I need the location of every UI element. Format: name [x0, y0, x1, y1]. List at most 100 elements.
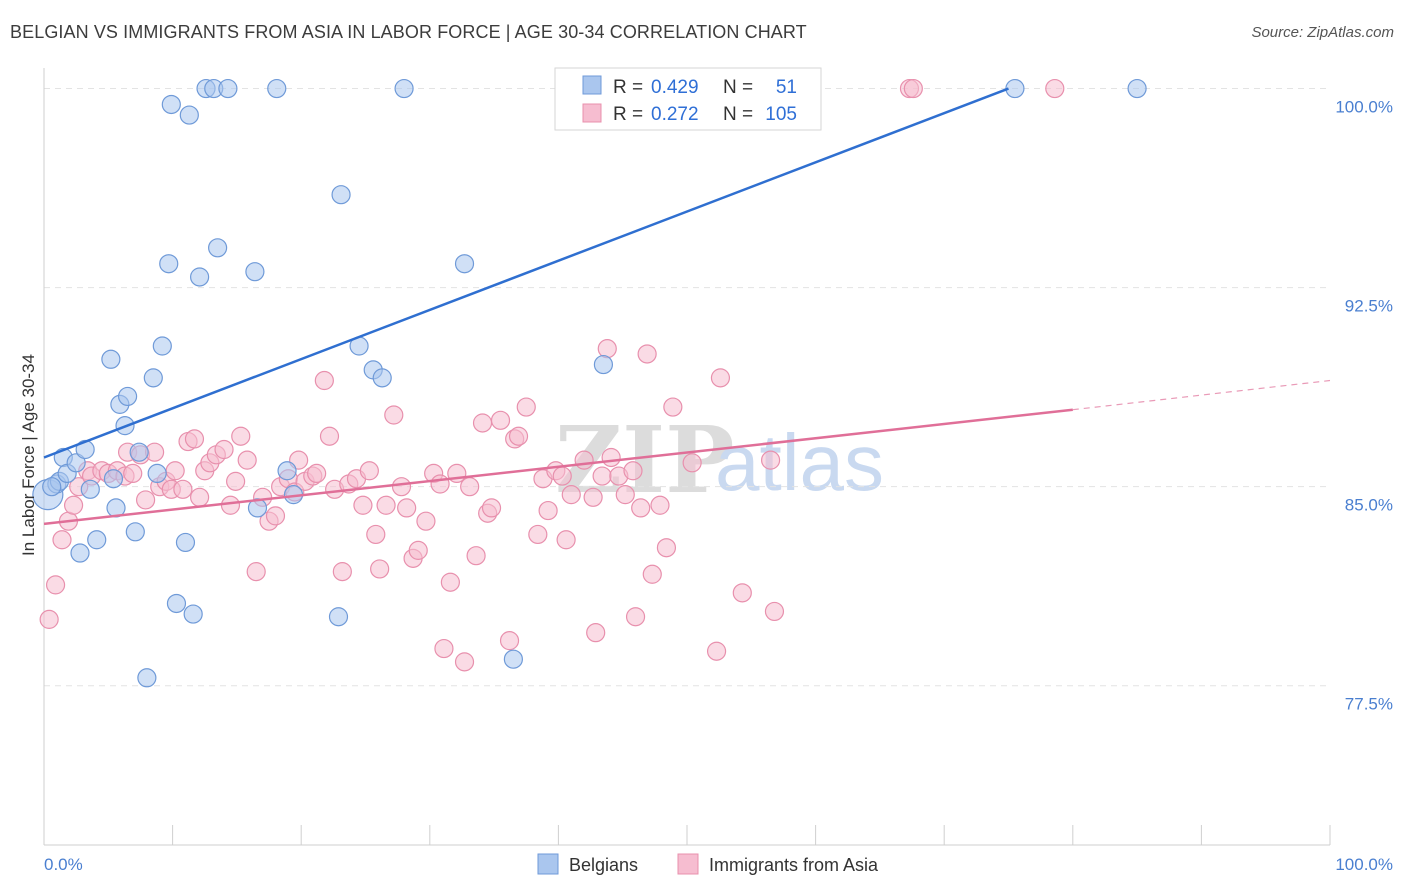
- asia-point: [561, 485, 581, 505]
- asia-point: [319, 426, 340, 446]
- asia-point: [656, 538, 677, 558]
- asia-point: [265, 506, 286, 526]
- asia-point: [366, 524, 386, 545]
- asia-point: [623, 461, 643, 481]
- asia-point: [430, 474, 450, 494]
- belgians-point: [101, 349, 121, 369]
- asia-point: [615, 485, 635, 505]
- belgians-point: [129, 442, 149, 462]
- asia-point: [516, 397, 536, 417]
- asia-point: [226, 471, 246, 491]
- bottom-legend-swatch-asia: [677, 853, 699, 875]
- asia-point: [528, 524, 548, 545]
- y-tick-label: 77.5%: [1345, 695, 1393, 714]
- asia-point: [63, 495, 84, 515]
- asia-point: [460, 477, 480, 497]
- asia-point: [397, 498, 417, 518]
- legend-n-label: N =: [723, 104, 753, 125]
- belgians-point: [175, 532, 196, 553]
- chart-title: BELGIAN VS IMMIGRANTS FROM ASIA IN LABOR…: [10, 22, 807, 42]
- y-tick-label: 85.0%: [1345, 496, 1393, 515]
- asia-point: [332, 562, 352, 582]
- asia-point: [764, 601, 785, 622]
- asia-point: [376, 495, 396, 515]
- asia-point: [391, 477, 412, 497]
- asia-point: [583, 487, 603, 507]
- belgians-point: [159, 254, 179, 274]
- asia-point: [231, 426, 251, 446]
- asia-point: [650, 495, 670, 515]
- asia-point: [597, 339, 617, 359]
- belgians-point: [394, 78, 414, 99]
- asia-point: [637, 344, 657, 364]
- bottom-legend-asia: Immigrants from Asia: [709, 855, 879, 875]
- asia-point: [508, 426, 529, 446]
- belgians-point: [147, 463, 167, 484]
- belgians-point: [267, 78, 287, 99]
- belgians-point: [87, 530, 107, 550]
- asia-point: [45, 575, 66, 595]
- asia-point: [370, 559, 390, 579]
- asia-point: [39, 609, 59, 629]
- asia-point: [314, 370, 334, 391]
- asia-point: [903, 78, 923, 99]
- legend-r-label: R =: [613, 104, 643, 125]
- asia-point: [682, 453, 702, 473]
- asia-point: [574, 450, 594, 470]
- legend-r-value-asia: 0.272: [651, 104, 699, 125]
- asia-point: [538, 500, 558, 521]
- asia-point: [552, 466, 572, 486]
- legend-n-value-belgians: 51: [776, 77, 797, 98]
- y-tick-label: 92.5%: [1345, 297, 1393, 316]
- asia-point: [246, 562, 266, 582]
- asia-point: [237, 450, 257, 470]
- asia-point: [184, 429, 205, 449]
- asia-point: [220, 495, 241, 515]
- belgians-point: [454, 254, 475, 274]
- belgians-point: [190, 267, 210, 287]
- asia-point: [642, 564, 662, 584]
- asia-point: [173, 479, 193, 499]
- belgians-point: [1127, 78, 1147, 99]
- asia-point: [408, 540, 428, 560]
- asia-point: [214, 439, 234, 460]
- y-tick-label: 100.0%: [1335, 98, 1393, 117]
- asia-point: [384, 405, 404, 425]
- asia-point: [165, 461, 185, 481]
- gridlines: [44, 88, 1330, 687]
- asia-point: [472, 413, 493, 433]
- watermark-atlas: atlas: [715, 418, 884, 507]
- asia-point: [760, 450, 781, 470]
- asia-point: [556, 530, 576, 550]
- source-credit: Source: ZipAtlas.com: [1251, 24, 1394, 41]
- belgians-point: [103, 469, 124, 489]
- belgians-point: [166, 593, 187, 614]
- asia-point: [663, 397, 683, 417]
- asia-point: [123, 463, 143, 484]
- belgians-point: [117, 386, 138, 407]
- belgians-point: [1005, 78, 1025, 99]
- legend-r-value-belgians: 0.429: [651, 77, 699, 98]
- belgians-point: [208, 238, 228, 258]
- legend-box: R = 0.429 N = 51 R = 0.272 N = 105: [554, 67, 822, 131]
- asia-point: [353, 495, 373, 515]
- asia-point: [732, 583, 752, 603]
- asia-point: [434, 638, 454, 659]
- belgians-point: [137, 668, 157, 688]
- asia-point: [440, 572, 460, 592]
- belgians-point: [161, 94, 181, 115]
- asia-point: [625, 607, 646, 627]
- asia-point: [466, 546, 486, 566]
- belgians-point: [152, 336, 172, 356]
- x-tick-label: 0.0%: [44, 855, 83, 874]
- legend-n-value-asia: 105: [765, 104, 797, 125]
- belgians-point: [143, 368, 163, 388]
- belgians-point: [80, 479, 100, 499]
- asia-point: [454, 652, 475, 672]
- tick-labels: 77.5% 85.0% 92.5% 100.0% 0.0% 100.0%: [44, 98, 1393, 874]
- belgians-point: [503, 649, 523, 669]
- legend-swatch-asia: [582, 103, 602, 123]
- asia-point: [706, 641, 727, 661]
- asia-point: [631, 498, 651, 518]
- asia-point: [135, 490, 156, 510]
